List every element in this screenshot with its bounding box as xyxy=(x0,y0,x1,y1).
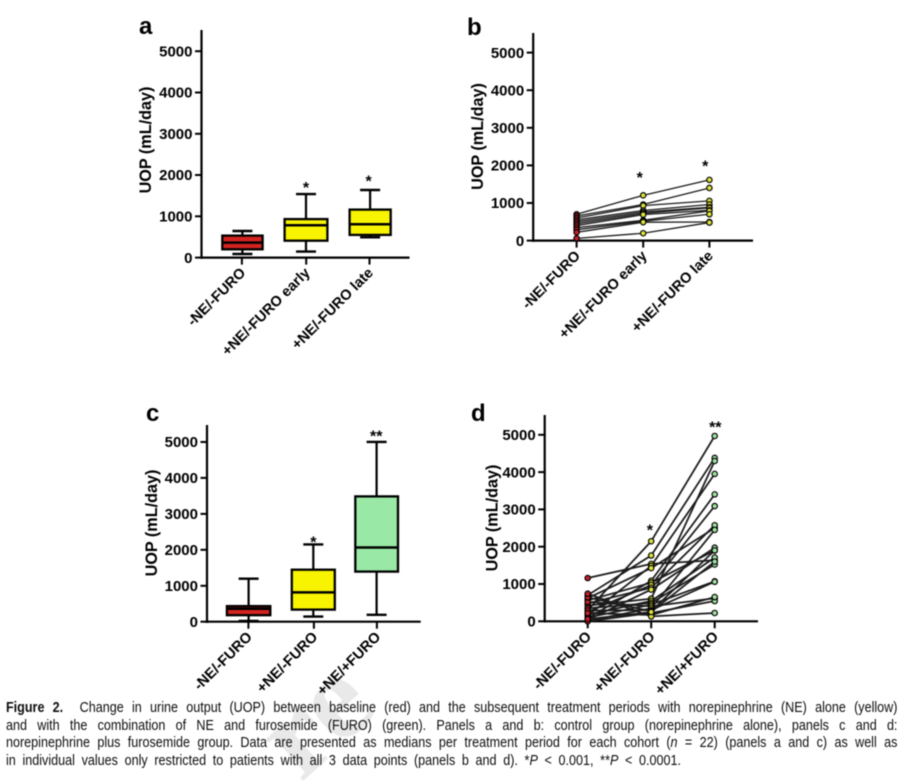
svg-text:1000: 1000 xyxy=(165,578,198,595)
svg-text:5000: 5000 xyxy=(159,43,192,60)
svg-text:0: 0 xyxy=(527,614,535,631)
svg-text:*: * xyxy=(310,535,317,552)
svg-text:UOP (mL/day): UOP (mL/day) xyxy=(484,465,502,572)
svg-text:0: 0 xyxy=(184,250,192,267)
svg-text:3000: 3000 xyxy=(502,502,535,519)
svg-text:3000: 3000 xyxy=(165,506,198,523)
svg-text:*: * xyxy=(637,170,644,187)
svg-text:*: * xyxy=(365,173,372,190)
svg-text:4000: 4000 xyxy=(502,464,535,481)
svg-text:1000: 1000 xyxy=(491,195,524,212)
svg-text:a: a xyxy=(139,13,153,40)
svg-text:UOP (mL/day): UOP (mL/day) xyxy=(137,87,155,194)
svg-text:5000: 5000 xyxy=(502,427,535,444)
svg-text:UOP (mL/day): UOP (mL/day) xyxy=(469,83,487,190)
svg-text:1000: 1000 xyxy=(502,576,535,593)
svg-text:**: ** xyxy=(709,420,722,437)
svg-text:0: 0 xyxy=(516,233,524,250)
svg-text:d: d xyxy=(471,400,486,427)
svg-text:2000: 2000 xyxy=(165,542,198,559)
svg-text:0: 0 xyxy=(190,614,198,631)
svg-text:*: * xyxy=(303,180,310,197)
svg-text:c: c xyxy=(146,400,159,427)
svg-text:2000: 2000 xyxy=(502,539,535,556)
svg-text:UOP (mL/day): UOP (mL/day) xyxy=(143,470,161,577)
svg-text:2000: 2000 xyxy=(159,167,192,184)
svg-text:b: b xyxy=(467,14,482,41)
svg-text:4000: 4000 xyxy=(159,85,192,102)
svg-text:5000: 5000 xyxy=(165,434,198,451)
svg-text:5000: 5000 xyxy=(491,45,524,62)
svg-text:3000: 3000 xyxy=(491,120,524,137)
svg-text:4000: 4000 xyxy=(165,470,198,487)
svg-text:4000: 4000 xyxy=(491,82,524,99)
svg-text:1000: 1000 xyxy=(159,209,192,226)
svg-text:2000: 2000 xyxy=(491,158,524,175)
svg-text:3000: 3000 xyxy=(159,126,192,143)
svg-text:*: * xyxy=(702,158,709,175)
svg-text:*: * xyxy=(647,523,654,540)
svg-text:**: ** xyxy=(370,428,383,445)
